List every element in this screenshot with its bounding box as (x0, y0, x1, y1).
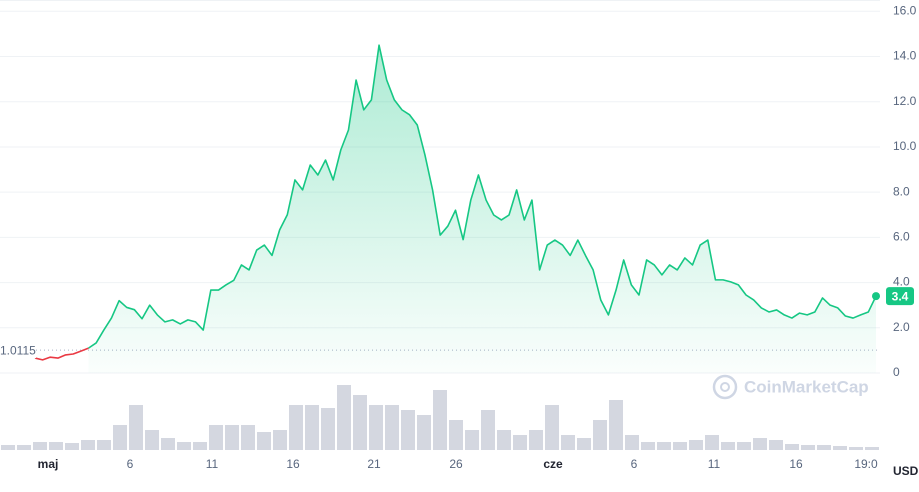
price-line (34, 350, 82, 361)
volume-bar (177, 442, 191, 450)
volume-bar (561, 435, 575, 450)
x-tick-label: 26 (449, 457, 463, 471)
volume-bar (753, 438, 767, 450)
volume-bar (641, 442, 655, 450)
volume-bar (769, 440, 783, 450)
volume-bar (433, 390, 447, 450)
volume-bar (673, 442, 687, 450)
currency-label: USD (893, 464, 919, 478)
volume-bar (721, 442, 735, 450)
y-tick-label: 8.0 (893, 184, 910, 198)
x-tick-label: 6 (127, 457, 134, 471)
volume-bar (369, 405, 383, 450)
volume-bar (289, 405, 303, 450)
volume-bar (513, 435, 527, 450)
volume-bar (273, 430, 287, 450)
baseline-label: 1.0115 (0, 343, 36, 357)
x-tick-label: 11 (708, 457, 721, 471)
price-line (88, 44, 877, 349)
x-tick-label: 16 (789, 457, 803, 471)
volume-bar (385, 405, 399, 450)
volume-bar (481, 410, 495, 450)
volume-bar (305, 405, 319, 450)
volume-bar (257, 432, 271, 450)
y-tick-label: 16.0 (893, 3, 917, 17)
volume-bar (785, 444, 799, 450)
volume-bar (33, 442, 47, 450)
volume-bar (145, 430, 159, 450)
volume-bar (577, 438, 591, 450)
volume-bar (593, 420, 607, 450)
volume-bar (705, 435, 719, 450)
volume-bar (1, 445, 15, 450)
volume-bar (161, 438, 175, 450)
volume-bar (657, 442, 671, 450)
x-tick-label: maj (38, 457, 59, 471)
volume-bar (401, 410, 415, 450)
volume-bar (737, 442, 751, 450)
y-tick-label: 2.0 (893, 320, 910, 334)
x-tick-label: 6 (631, 457, 638, 471)
watermark: CoinMarketCap (744, 377, 869, 396)
watermark-logo (712, 374, 738, 400)
y-tick-label: 4.0 (893, 275, 910, 289)
line-connector (80, 347, 89, 352)
volume-bar (17, 445, 31, 450)
last-price-dot (872, 292, 880, 301)
volume-bar (337, 385, 351, 450)
price-area (88, 45, 876, 373)
volume-bar (321, 408, 335, 450)
volume-bar (625, 435, 639, 450)
x-tick-label: cze (543, 457, 563, 471)
y-tick-label: 6.0 (893, 230, 910, 244)
last-price-badge (886, 287, 914, 306)
x-tick-label: 19:0 (854, 457, 878, 471)
volume-bar (129, 405, 143, 450)
volume-bar (209, 425, 223, 450)
volume-bar (241, 425, 255, 450)
volume-bar (113, 425, 127, 450)
volume-bar (609, 400, 623, 450)
volume-bar (49, 442, 63, 450)
volume-bar (353, 395, 367, 450)
volume-bar (81, 440, 95, 450)
y-tick-label: 12.0 (893, 94, 917, 108)
baseline-badge (0, 342, 36, 359)
volume-bar (545, 405, 559, 450)
volume-bar (529, 430, 543, 450)
volume-bar (801, 445, 815, 450)
y-tick-label: 14.0 (893, 49, 917, 63)
volume-bar (97, 440, 111, 450)
volume-bar (833, 446, 847, 450)
volume-bar (225, 425, 239, 450)
volume-bar (417, 415, 431, 450)
x-tick-label: 11 (206, 457, 219, 471)
y-tick-label: 0 (893, 365, 900, 379)
x-tick-label: 16 (286, 457, 300, 471)
volume-bar (849, 447, 863, 450)
y-tick-label: 10.0 (893, 139, 917, 153)
volume-bar (65, 443, 79, 450)
volume-bar (193, 442, 207, 450)
x-tick-label: 21 (367, 457, 381, 471)
volume-bar (449, 420, 463, 450)
volume-bar (497, 430, 511, 450)
last-price-label: 3.4 (892, 289, 909, 303)
volume-bar (817, 445, 831, 450)
volume-bar (465, 430, 479, 450)
volume-bar (865, 447, 879, 450)
volume-bar (689, 440, 703, 450)
